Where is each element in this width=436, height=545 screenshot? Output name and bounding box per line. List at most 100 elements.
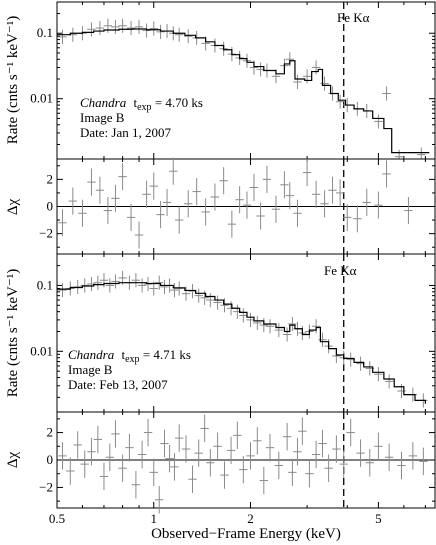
data-point [311, 60, 321, 75]
x-tick-label: 0.5 [49, 511, 65, 526]
residual-point [125, 433, 134, 462]
data-point [111, 274, 120, 289]
data-point [160, 279, 169, 295]
panel-residuals-jan: Δχ 2 0 −2 [5, 157, 436, 255]
residual-point [282, 422, 292, 451]
y-tick-label: −2 [39, 226, 53, 241]
y-tick-label: −2 [39, 479, 53, 494]
residual-point [169, 157, 178, 185]
data-point [246, 312, 255, 327]
data-point [137, 278, 147, 293]
residual-point [384, 443, 394, 471]
date-label: Date: Jan 1, 2007 [80, 125, 171, 140]
y-tick-label: 0.1 [37, 277, 53, 292]
residual-point [175, 424, 184, 452]
residual-point [343, 203, 352, 231]
model-line [57, 28, 430, 154]
data-point [118, 18, 127, 33]
residual-point [155, 486, 164, 514]
data-point [184, 29, 193, 44]
residual-point [156, 201, 165, 229]
residual-point [271, 195, 281, 223]
residual-point [142, 180, 151, 208]
residual-point [181, 435, 191, 463]
residual-point [68, 187, 78, 215]
residual-point [242, 191, 252, 219]
residual-point [143, 418, 153, 447]
residual-point [253, 427, 262, 455]
residual-point [353, 205, 362, 233]
residual-point [99, 462, 109, 491]
x-tick-label: 1 [151, 511, 158, 526]
texp-subscript: exp [125, 354, 139, 365]
instrument-name: Chandra [80, 95, 127, 110]
residual-point [249, 173, 259, 202]
y-tick-label: 0 [47, 452, 54, 467]
residual-point [126, 203, 136, 231]
residual-point [111, 420, 120, 448]
data-point [206, 292, 215, 308]
residual-point [246, 442, 255, 470]
residual-point [328, 176, 337, 204]
data-point [181, 286, 191, 301]
residual-point [227, 210, 237, 238]
residual-point [320, 190, 329, 218]
residual-point [162, 188, 172, 216]
data-point [335, 94, 345, 109]
residual-point [213, 432, 222, 460]
data-point [126, 21, 136, 36]
exposure-annotation: Chandra texp = 4.70 ks [80, 95, 203, 113]
y-axis-title-rate: Rate (cnts s⁻¹ keV⁻¹) [5, 16, 21, 145]
data-point [374, 367, 383, 382]
residual-point [66, 457, 75, 485]
residual-point [58, 442, 67, 470]
y-tick-label: 0.1 [37, 25, 53, 40]
instrument-name: Chandra [68, 347, 115, 362]
residual-point [397, 451, 406, 480]
residual-point [188, 465, 197, 493]
data-point [111, 19, 120, 34]
data-point [394, 149, 404, 159]
residual-point [408, 442, 418, 470]
residual-point [78, 199, 87, 227]
residual-point [404, 197, 413, 225]
residual-point [259, 466, 268, 495]
residual-point [111, 184, 120, 212]
residual-point [335, 179, 345, 207]
residual-point [298, 417, 307, 445]
residual-point [239, 455, 248, 484]
residual-point [93, 425, 103, 454]
texp-subscript: exp [137, 102, 151, 113]
residual-point [311, 180, 321, 208]
data-point [170, 283, 179, 298]
data-point [374, 114, 383, 129]
residual-point [339, 450, 348, 478]
residual-point [305, 460, 314, 488]
residual-point [219, 167, 228, 195]
data-point [253, 315, 262, 331]
residual-point [201, 198, 210, 226]
y-tick-label: 0.01 [30, 343, 53, 358]
residual-point [274, 451, 284, 480]
residual-point [175, 206, 184, 234]
residual-point [165, 444, 174, 473]
data-point [58, 29, 67, 44]
residual-point [419, 447, 428, 476]
y-tick-label: 2 [47, 425, 54, 440]
residual-point [233, 421, 242, 450]
residual-point [73, 431, 82, 459]
x-tick-label: 5 [375, 511, 382, 526]
image-label: Image B [80, 110, 125, 125]
residual-point [220, 461, 229, 489]
residual-point [200, 414, 209, 443]
data-point [134, 19, 144, 34]
residual-point [58, 209, 67, 237]
residual-point [285, 182, 294, 210]
texp-value: = 4.71 ks [140, 347, 191, 362]
data-point [220, 298, 229, 313]
residual-point [346, 418, 355, 447]
residual-point [95, 176, 105, 204]
y-axis-title-delta-chi: Δχ [5, 199, 21, 216]
model-line [57, 282, 426, 404]
